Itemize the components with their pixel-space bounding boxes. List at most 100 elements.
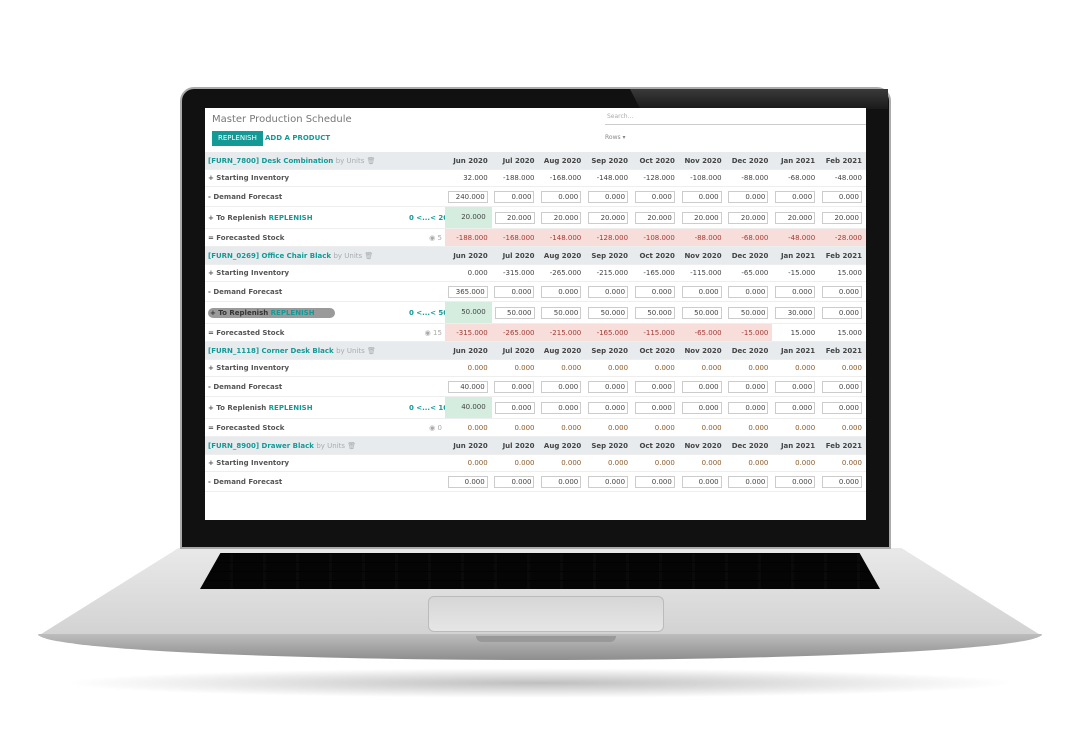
- replenish-cell[interactable]: 50.000: [444, 302, 492, 323]
- replenish-input[interactable]: 20.000: [588, 211, 629, 224]
- demand-cell[interactable]: 0.000: [772, 282, 819, 301]
- replenish-cell[interactable]: 0.000: [492, 397, 539, 418]
- replenish-input[interactable]: 50.000: [634, 306, 675, 319]
- demand-input[interactable]: 0.000: [728, 380, 769, 393]
- demand-input[interactable]: 0.000: [634, 475, 675, 488]
- replenish-input[interactable]: 20.000: [821, 211, 862, 224]
- replenish-input[interactable]: 50.000: [541, 306, 582, 319]
- demand-input[interactable]: 40.000: [447, 380, 488, 393]
- demand-cell[interactable]: 0.000: [726, 472, 773, 491]
- replenish-cell[interactable]: 20.000: [585, 207, 632, 228]
- demand-input[interactable]: 0.000: [728, 190, 769, 203]
- demand-cell[interactable]: 365.000: [445, 282, 492, 301]
- demand-input[interactable]: 0.000: [681, 190, 722, 203]
- demand-input[interactable]: 0.000: [775, 190, 816, 203]
- demand-cell[interactable]: 0.000: [819, 472, 866, 491]
- replenish-input[interactable]: 20.000: [541, 211, 582, 224]
- replenish-input[interactable]: 40.000: [461, 402, 486, 411]
- replenish-input[interactable]: 0.000: [588, 401, 629, 414]
- replenish-cell[interactable]: 50.000: [632, 302, 679, 323]
- demand-input[interactable]: 0.000: [681, 285, 722, 298]
- demand-input[interactable]: 0.000: [494, 475, 535, 488]
- demand-cell[interactable]: 0.000: [772, 377, 819, 396]
- demand-cell[interactable]: 0.000: [492, 377, 539, 396]
- replenish-link[interactable]: REPLENISH: [270, 308, 315, 317]
- demand-input[interactable]: 0.000: [541, 190, 582, 203]
- demand-cell[interactable]: 0.000: [819, 377, 866, 396]
- trash-icon[interactable]: 🗑: [364, 346, 376, 355]
- search-input[interactable]: Search...: [605, 113, 866, 125]
- replenish-link[interactable]: REPLENISH: [268, 403, 313, 412]
- replenish-input[interactable]: 50.000: [494, 306, 535, 319]
- demand-cell[interactable]: 0.000: [538, 282, 585, 301]
- demand-input[interactable]: 0.000: [494, 285, 535, 298]
- safety-range-link[interactable]: 0 <...< 20: [408, 213, 449, 222]
- demand-cell[interactable]: 0.000: [679, 282, 726, 301]
- demand-cell[interactable]: 0.000: [585, 377, 632, 396]
- demand-cell[interactable]: 0.000: [538, 472, 585, 491]
- replenish-cell[interactable]: 0.000: [819, 302, 866, 323]
- replenish-cell[interactable]: 50.000: [492, 302, 539, 323]
- demand-input[interactable]: 0.000: [634, 285, 675, 298]
- demand-input[interactable]: 0.000: [728, 475, 769, 488]
- replenish-input[interactable]: 0.000: [728, 401, 769, 414]
- replenish-cell[interactable]: 0.000: [632, 397, 679, 418]
- demand-input[interactable]: 0.000: [447, 475, 488, 488]
- demand-input[interactable]: 0.000: [821, 190, 862, 203]
- demand-input[interactable]: 0.000: [775, 475, 816, 488]
- demand-cell[interactable]: 0.000: [632, 187, 679, 206]
- replenish-input[interactable]: 0.000: [681, 401, 722, 414]
- demand-cell[interactable]: 0.000: [538, 187, 585, 206]
- demand-input[interactable]: 0.000: [775, 380, 816, 393]
- demand-cell[interactable]: 0.000: [632, 472, 679, 491]
- replenish-input[interactable]: 20.000: [634, 211, 675, 224]
- replenish-cell[interactable]: 20.000: [444, 207, 492, 228]
- trash-icon[interactable]: 🗑: [364, 156, 376, 165]
- demand-input[interactable]: 0.000: [681, 475, 722, 488]
- demand-input[interactable]: 0.000: [821, 285, 862, 298]
- demand-input[interactable]: 0.000: [588, 475, 629, 488]
- replenish-input[interactable]: 20.000: [681, 211, 722, 224]
- demand-input[interactable]: 0.000: [588, 190, 629, 203]
- replenish-cell[interactable]: 20.000: [679, 207, 726, 228]
- trash-icon[interactable]: 🗑: [362, 251, 374, 260]
- replenish-input[interactable]: 50.000: [588, 306, 629, 319]
- product-name-link[interactable]: [FURN_7800] Desk Combination: [208, 156, 334, 165]
- demand-input[interactable]: 365.000: [447, 285, 488, 298]
- demand-cell[interactable]: 0.000: [445, 472, 492, 491]
- replenish-cell[interactable]: 0.000: [772, 397, 819, 418]
- replenish-input[interactable]: 0.000: [541, 401, 582, 414]
- demand-input[interactable]: 0.000: [588, 285, 629, 298]
- safety-range-link[interactable]: 0 <...< 50: [408, 308, 449, 317]
- demand-input[interactable]: 0.000: [728, 285, 769, 298]
- replenish-cell[interactable]: 50.000: [539, 302, 586, 323]
- safety-range-link[interactable]: 0 <...< 1000: [408, 403, 458, 412]
- demand-cell[interactable]: 0.000: [585, 472, 632, 491]
- demand-input[interactable]: 0.000: [634, 190, 675, 203]
- demand-cell[interactable]: 0.000: [726, 377, 773, 396]
- replenish-cell[interactable]: 20.000: [539, 207, 586, 228]
- demand-input[interactable]: 240.000: [447, 190, 488, 203]
- demand-input[interactable]: 0.000: [494, 190, 535, 203]
- replenish-cell[interactable]: 20.000: [726, 207, 773, 228]
- demand-cell[interactable]: 0.000: [492, 472, 539, 491]
- demand-cell[interactable]: 0.000: [632, 282, 679, 301]
- demand-cell[interactable]: 0.000: [492, 187, 539, 206]
- demand-cell[interactable]: 0.000: [819, 282, 866, 301]
- replenish-input[interactable]: 50.000: [681, 306, 722, 319]
- demand-cell[interactable]: 0.000: [679, 377, 726, 396]
- demand-cell[interactable]: 0.000: [772, 187, 819, 206]
- replenish-cell[interactable]: 50.000: [585, 302, 632, 323]
- replenish-button[interactable]: REPLENISH: [212, 131, 263, 146]
- demand-input[interactable]: 0.000: [541, 380, 582, 393]
- rows-dropdown[interactable]: Rows ▾: [605, 134, 626, 141]
- product-name-link[interactable]: [FURN_8900] Drawer Black: [208, 441, 314, 450]
- replenish-input[interactable]: 20.000: [461, 212, 486, 221]
- demand-input[interactable]: 0.000: [588, 380, 629, 393]
- demand-input[interactable]: 0.000: [541, 475, 582, 488]
- replenish-link[interactable]: REPLENISH: [268, 213, 313, 222]
- replenish-cell[interactable]: 20.000: [492, 207, 539, 228]
- replenish-cell[interactable]: 0.000: [539, 397, 586, 418]
- demand-cell[interactable]: 0.000: [632, 377, 679, 396]
- replenish-cell[interactable]: 0.000: [585, 397, 632, 418]
